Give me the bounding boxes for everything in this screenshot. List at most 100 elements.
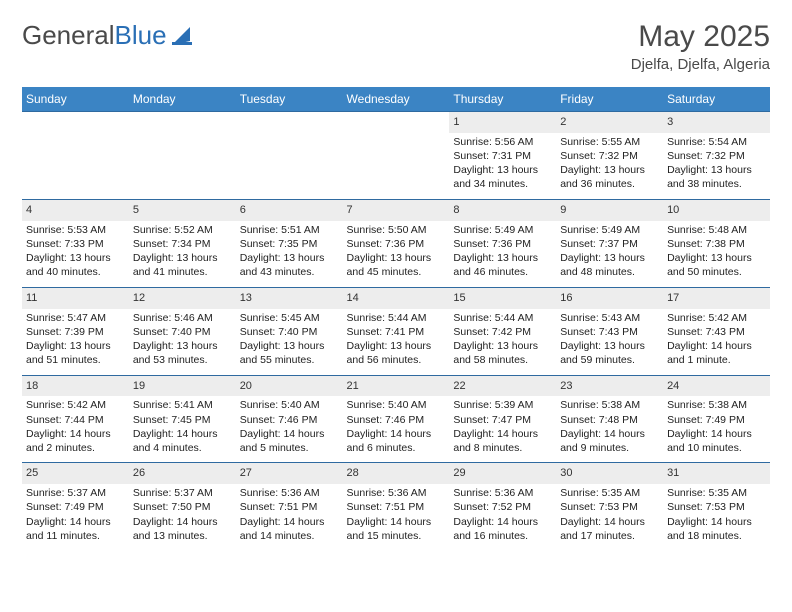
day-content: Sunrise: 5:37 AMSunset: 7:50 PMDaylight:…: [129, 484, 236, 550]
day-number: 7: [343, 200, 450, 221]
day-line: Sunset: 7:34 PM: [133, 237, 232, 251]
dayhead-tue: Tuesday: [236, 87, 343, 112]
day-line: Sunset: 7:51 PM: [240, 500, 339, 514]
day-content: Sunrise: 5:35 AMSunset: 7:53 PMDaylight:…: [663, 484, 770, 550]
day-line: Sunrise: 5:53 AM: [26, 223, 125, 237]
calendar-day: 15Sunrise: 5:44 AMSunset: 7:42 PMDayligh…: [449, 287, 556, 375]
day-number: 25: [22, 463, 129, 484]
calendar-day: 3Sunrise: 5:54 AMSunset: 7:32 PMDaylight…: [663, 112, 770, 200]
sail-icon: [171, 27, 193, 45]
day-line: Sunset: 7:36 PM: [453, 237, 552, 251]
calendar-day: 17Sunrise: 5:42 AMSunset: 7:43 PMDayligh…: [663, 287, 770, 375]
day-line: and 5 minutes.: [240, 441, 339, 455]
day-content: Sunrise: 5:44 AMSunset: 7:42 PMDaylight:…: [449, 309, 556, 375]
day-line: and 34 minutes.: [453, 177, 552, 191]
day-content: Sunrise: 5:35 AMSunset: 7:53 PMDaylight:…: [556, 484, 663, 550]
calendar-day: 6Sunrise: 5:51 AMSunset: 7:35 PMDaylight…: [236, 199, 343, 287]
calendar-day: [236, 112, 343, 200]
day-line: Sunset: 7:33 PM: [26, 237, 125, 251]
day-line: Sunrise: 5:54 AM: [667, 135, 766, 149]
day-line: Daylight: 13 hours: [560, 339, 659, 353]
day-line: Sunrise: 5:35 AM: [560, 486, 659, 500]
day-number: 20: [236, 376, 343, 397]
day-line: Sunrise: 5:35 AM: [667, 486, 766, 500]
day-content: Sunrise: 5:55 AMSunset: 7:32 PMDaylight:…: [556, 133, 663, 199]
day-line: Sunset: 7:39 PM: [26, 325, 125, 339]
day-line: Daylight: 13 hours: [560, 251, 659, 265]
day-line: Sunrise: 5:36 AM: [240, 486, 339, 500]
day-line: and 9 minutes.: [560, 441, 659, 455]
day-number: 29: [449, 463, 556, 484]
day-line: Sunset: 7:51 PM: [347, 500, 446, 514]
day-number: 9: [556, 200, 663, 221]
day-content: Sunrise: 5:38 AMSunset: 7:49 PMDaylight:…: [663, 396, 770, 462]
day-content: Sunrise: 5:43 AMSunset: 7:43 PMDaylight:…: [556, 309, 663, 375]
day-line: Daylight: 14 hours: [453, 515, 552, 529]
calendar-day: 2Sunrise: 5:55 AMSunset: 7:32 PMDaylight…: [556, 112, 663, 200]
day-line: Daylight: 13 hours: [560, 163, 659, 177]
day-line: Sunset: 7:35 PM: [240, 237, 339, 251]
day-line: Sunset: 7:53 PM: [560, 500, 659, 514]
day-line: Sunrise: 5:49 AM: [560, 223, 659, 237]
day-number: 16: [556, 288, 663, 309]
day-number: [22, 112, 129, 132]
day-content: Sunrise: 5:36 AMSunset: 7:52 PMDaylight:…: [449, 484, 556, 550]
day-line: Sunset: 7:38 PM: [667, 237, 766, 251]
calendar-day: 26Sunrise: 5:37 AMSunset: 7:50 PMDayligh…: [129, 463, 236, 550]
day-number: [129, 112, 236, 132]
brand-name: GeneralBlue: [22, 20, 167, 51]
day-line: Sunrise: 5:36 AM: [453, 486, 552, 500]
day-line: and 55 minutes.: [240, 353, 339, 367]
calendar-week: 18Sunrise: 5:42 AMSunset: 7:44 PMDayligh…: [22, 375, 770, 463]
day-line: Sunset: 7:50 PM: [133, 500, 232, 514]
day-line: and 11 minutes.: [26, 529, 125, 543]
dayhead-sun: Sunday: [22, 87, 129, 112]
day-number: 8: [449, 200, 556, 221]
day-line: Sunrise: 5:42 AM: [667, 311, 766, 325]
day-line: Sunset: 7:43 PM: [667, 325, 766, 339]
day-content: [236, 132, 343, 198]
day-line: Daylight: 13 hours: [667, 251, 766, 265]
day-line: Daylight: 14 hours: [26, 427, 125, 441]
day-line: Sunrise: 5:41 AM: [133, 398, 232, 412]
day-line: and 53 minutes.: [133, 353, 232, 367]
day-line: Daylight: 14 hours: [133, 515, 232, 529]
day-line: Daylight: 13 hours: [453, 251, 552, 265]
day-line: Sunset: 7:47 PM: [453, 413, 552, 427]
day-content: Sunrise: 5:56 AMSunset: 7:31 PMDaylight:…: [449, 133, 556, 199]
day-line: Sunset: 7:32 PM: [667, 149, 766, 163]
day-line: and 43 minutes.: [240, 265, 339, 279]
dayhead-mon: Monday: [129, 87, 236, 112]
day-content: [22, 132, 129, 198]
day-line: Daylight: 14 hours: [347, 515, 446, 529]
day-line: Sunset: 7:37 PM: [560, 237, 659, 251]
dayhead-thu: Thursday: [449, 87, 556, 112]
calendar-day: 27Sunrise: 5:36 AMSunset: 7:51 PMDayligh…: [236, 463, 343, 550]
calendar-week: 1Sunrise: 5:56 AMSunset: 7:31 PMDaylight…: [22, 112, 770, 200]
day-line: Sunrise: 5:38 AM: [560, 398, 659, 412]
calendar-day: 13Sunrise: 5:45 AMSunset: 7:40 PMDayligh…: [236, 287, 343, 375]
calendar-day: 25Sunrise: 5:37 AMSunset: 7:49 PMDayligh…: [22, 463, 129, 550]
day-line: Sunset: 7:44 PM: [26, 413, 125, 427]
day-line: Sunrise: 5:46 AM: [133, 311, 232, 325]
day-content: Sunrise: 5:48 AMSunset: 7:38 PMDaylight:…: [663, 221, 770, 287]
day-line: Daylight: 13 hours: [133, 251, 232, 265]
day-line: Daylight: 14 hours: [240, 515, 339, 529]
day-content: Sunrise: 5:54 AMSunset: 7:32 PMDaylight:…: [663, 133, 770, 199]
day-line: Sunset: 7:48 PM: [560, 413, 659, 427]
day-line: and 56 minutes.: [347, 353, 446, 367]
day-line: and 15 minutes.: [347, 529, 446, 543]
calendar-day: 4Sunrise: 5:53 AMSunset: 7:33 PMDaylight…: [22, 199, 129, 287]
day-line: Sunrise: 5:51 AM: [240, 223, 339, 237]
day-number: 5: [129, 200, 236, 221]
day-number: 21: [343, 376, 450, 397]
day-line: and 58 minutes.: [453, 353, 552, 367]
day-line: Sunset: 7:42 PM: [453, 325, 552, 339]
day-line: and 2 minutes.: [26, 441, 125, 455]
calendar-week: 11Sunrise: 5:47 AMSunset: 7:39 PMDayligh…: [22, 287, 770, 375]
month-title: May 2025: [631, 20, 770, 54]
day-content: [343, 132, 450, 198]
calendar-day: 30Sunrise: 5:35 AMSunset: 7:53 PMDayligh…: [556, 463, 663, 550]
dayhead-fri: Friday: [556, 87, 663, 112]
day-number: 6: [236, 200, 343, 221]
